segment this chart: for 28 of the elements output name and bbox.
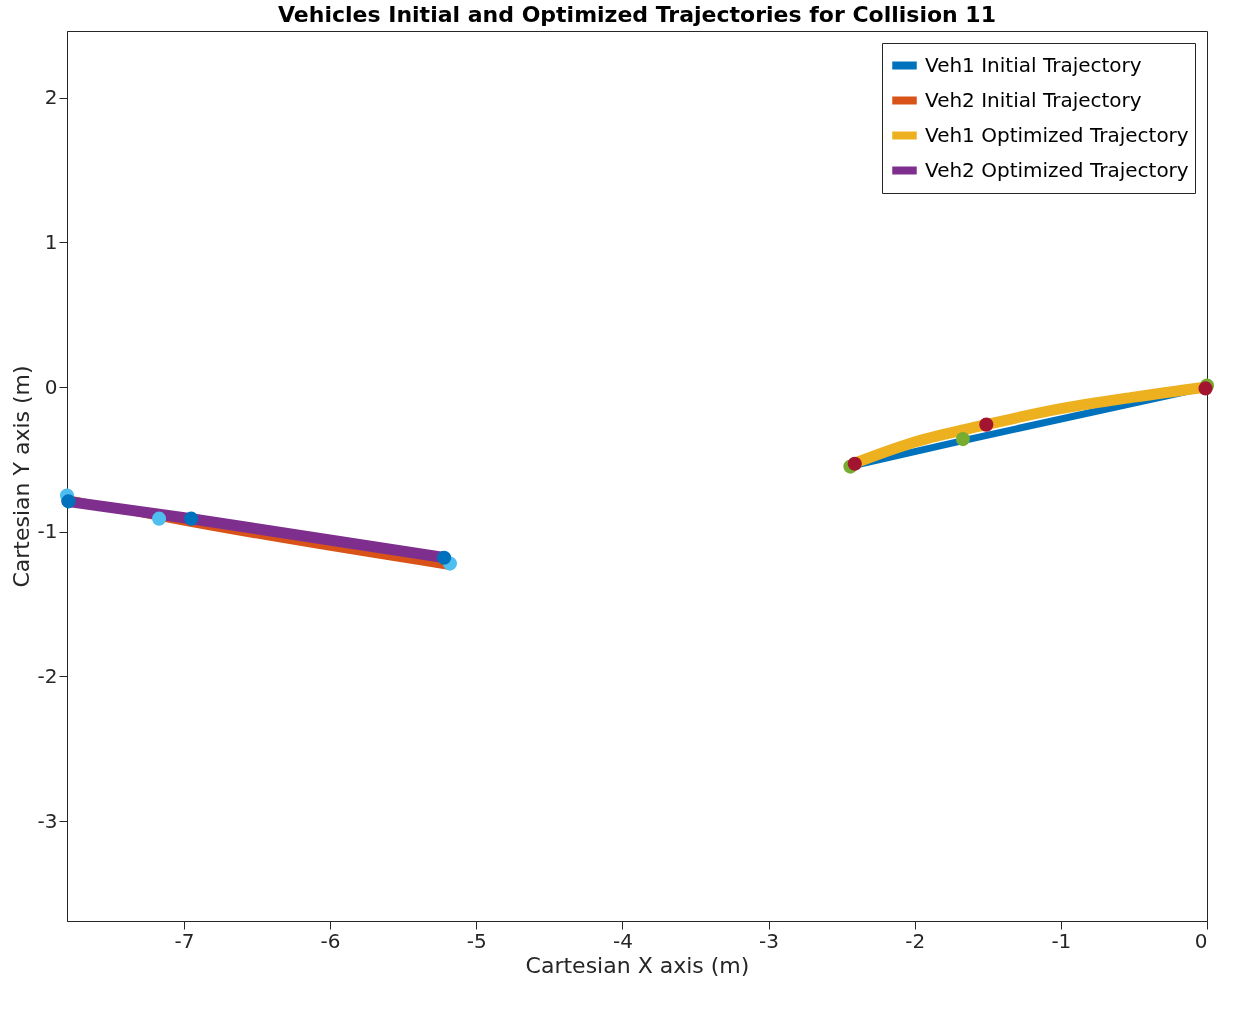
legend-label: Veh1 Optimized Trajectory [925,122,1189,147]
y-axis-title: Cartesian Y axis (m) [8,365,34,588]
x-tick-label: -1 [1051,928,1072,953]
x-axis-title: Cartesian X axis (m) [525,952,750,978]
point [184,511,199,526]
y-tick-label: -3 [37,808,58,833]
y-tick-label: 1 [44,229,58,254]
point [847,456,862,471]
y-tick-label: -2 [37,663,58,688]
y-tick-label: 0 [44,374,58,399]
x-tick-label: -3 [759,928,780,953]
x-tick-label: -4 [612,928,633,953]
point [61,494,76,509]
x-tick-label: 0 [1194,928,1208,953]
point [979,417,994,432]
x-tick-label: -6 [320,928,341,953]
x-tick-label: -2 [905,928,926,953]
x-tick-label: -7 [174,928,195,953]
x-tick-label: -5 [466,928,487,953]
point [152,511,167,526]
legend-label: Veh2 Initial Trajectory [925,87,1142,112]
point [437,550,452,565]
y-tick-label: 2 [44,85,58,110]
y-tick-label: -1 [37,519,58,544]
legend-label: Veh1 Initial Trajectory [925,52,1142,77]
legend-label: Veh2 Optimized Trajectory [925,157,1189,182]
point [955,432,970,447]
chart-title: Vehicles Initial and Optimized Trajectories for Collision 11 [278,2,996,27]
